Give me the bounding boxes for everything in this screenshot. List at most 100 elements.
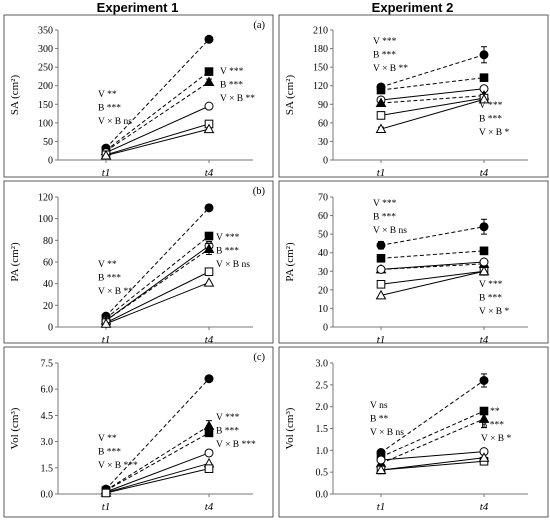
series	[376, 84, 489, 105]
series-line	[105, 271, 210, 324]
series-line	[105, 432, 210, 491]
y-tick-label: 10	[318, 304, 328, 315]
significance-annotation: V ***	[216, 233, 240, 243]
x-tick-label: t4	[205, 501, 214, 513]
series-line	[105, 38, 210, 149]
data-point-filled-circle	[376, 240, 386, 250]
significance-annotation: B ***	[216, 247, 239, 257]
series-line	[105, 468, 210, 494]
y-tick-label: 20	[43, 301, 53, 312]
y-tick-label: 60	[43, 258, 53, 269]
experiment-1-title: Experiment 1	[96, 0, 179, 15]
data-point-open-circle	[204, 101, 214, 111]
x-tick-label: t1	[102, 501, 111, 513]
y-tick-label: 40	[43, 279, 53, 290]
data-point-open-triangle	[203, 277, 215, 287]
data-point-filled-square	[204, 428, 214, 438]
y-tick-label: 0	[323, 323, 328, 334]
series-line	[105, 248, 210, 321]
significance-annotation: V ***	[220, 67, 244, 77]
series-line	[105, 425, 210, 491]
significance-annotation: B ***	[373, 213, 396, 223]
series-line	[380, 418, 485, 464]
y-tick-label: 150	[313, 63, 328, 74]
series-line	[380, 98, 485, 130]
y-tick-label: 0	[48, 156, 53, 167]
y-tick-label: 2.0	[316, 402, 329, 413]
series-line	[105, 207, 210, 317]
series-line	[380, 270, 485, 285]
panel-border	[278, 346, 549, 518]
series-line	[380, 457, 485, 471]
data-point-open-circle	[376, 455, 386, 465]
series	[376, 218, 489, 250]
significance-annotation: V ***	[479, 280, 503, 290]
data-point-filled-circle	[479, 50, 489, 60]
significance-annotation: V × B **	[220, 94, 255, 104]
significance-annotation: V **	[481, 407, 500, 417]
chart-panel: 0 30 60 90 120 150 180 210 t1 t4 SA (cm²) V *** B **…	[278, 14, 549, 179]
significance-annotation: B ***	[98, 104, 121, 114]
panel-border	[278, 180, 549, 344]
y-tick-label: 40	[318, 248, 328, 259]
significance-annotation: V ***	[373, 199, 397, 209]
y-tick-label: 120	[38, 193, 53, 204]
y-tick-label: 70	[318, 193, 328, 204]
y-tick-label: 30	[318, 267, 328, 278]
x-tick-label: t1	[377, 334, 386, 346]
series-line	[380, 250, 485, 259]
y-tick-label: 210	[313, 26, 328, 37]
significance-annotation: V × B ***	[98, 461, 138, 471]
data-point-filled-square	[376, 253, 386, 263]
significance-annotation: V ns	[370, 401, 388, 411]
y-tick-label: 150	[38, 100, 53, 111]
series-line	[105, 105, 210, 154]
y-tick-label: 7.5	[41, 359, 54, 370]
significance-annotation: B ***	[220, 81, 243, 91]
data-point-filled-triangle	[203, 420, 215, 430]
y-tick-label: 250	[38, 63, 53, 74]
series-line	[105, 235, 210, 319]
y-tick-label: 1.5	[41, 463, 54, 474]
series	[101, 34, 214, 153]
y-axis-label: SA (cm²)	[284, 75, 296, 116]
series-line	[105, 71, 210, 151]
data-point-filled-circle	[204, 374, 214, 384]
y-tick-label: 3.0	[41, 437, 54, 448]
data-point-filled-square	[204, 231, 214, 241]
data-point-open-triangle	[100, 150, 112, 160]
series	[375, 265, 490, 300]
data-point-open-square	[376, 279, 386, 289]
chart-panel: 0.0 1.5 3.0 4.5 6.0 7.5 t1 t4 Vol (cm³) (c) V ** B …	[3, 346, 274, 518]
x-tick-label: t1	[102, 167, 111, 179]
x-tick-label: t4	[205, 334, 214, 346]
chart-panel: 0.0 0.5 1.0 1.5 2.0 2.5 3.0 t1 t4 Vol (cm³) V ns B …	[278, 346, 549, 518]
series	[376, 266, 489, 289]
y-axis-label: Vol (cm³)	[9, 407, 21, 449]
data-point-open-circle	[204, 448, 214, 458]
y-tick-label: 1.0	[316, 446, 329, 457]
y-tick-label: 50	[43, 137, 53, 148]
series	[376, 93, 489, 120]
significance-annotation: V × B **	[98, 287, 133, 297]
series-line	[380, 460, 485, 471]
series-line	[380, 270, 485, 296]
experiment-2-title: Experiment 2	[371, 0, 454, 15]
y-tick-label: 6.0	[41, 385, 54, 396]
data-point-filled-square	[376, 85, 386, 95]
data-point-filled-circle	[204, 203, 214, 213]
significance-annotation: V × B **	[373, 64, 408, 74]
data-point-open-triangle	[478, 265, 490, 276]
x-tick-label: t4	[205, 167, 214, 179]
x-tick-label: t4	[480, 167, 489, 179]
y-tick-label: 3.0	[316, 359, 329, 370]
series	[100, 277, 215, 328]
data-point-open-square	[101, 488, 111, 498]
significance-annotation: V **	[98, 260, 117, 270]
y-tick-label: 0	[323, 156, 328, 167]
y-tick-label: 60	[318, 118, 328, 129]
x-tick-label: t4	[480, 334, 489, 346]
significance-annotation: V × B ns	[370, 428, 404, 438]
series	[375, 409, 490, 468]
